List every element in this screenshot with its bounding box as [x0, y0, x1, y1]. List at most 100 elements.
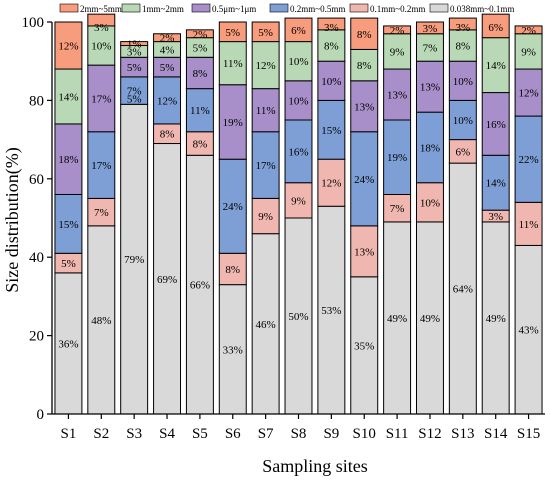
y-axis-title: Size distribution(%): [2, 147, 23, 292]
x-tick-label: S11: [386, 426, 409, 442]
segment-label: 3%: [94, 22, 109, 34]
legend-label: 0.038mm~0.1mm: [450, 4, 514, 14]
bar-segment: [383, 221, 412, 415]
bar-segment: [185, 154, 214, 415]
segment-label: 8%: [225, 264, 240, 276]
x-tick-label: S15: [517, 426, 540, 442]
segment-label: 7%: [94, 207, 109, 219]
bar-segment: [383, 119, 412, 195]
bar-segment: [514, 25, 543, 35]
segment-label: 24%: [354, 174, 374, 186]
bar-segment: [383, 25, 412, 35]
segment-label: 5%: [258, 27, 273, 39]
bar-segment: [317, 158, 346, 207]
bar-segment: [284, 119, 313, 184]
segment-label: 13%: [354, 101, 374, 113]
segment-label: 10%: [91, 41, 111, 53]
segment-label: 50%: [288, 311, 308, 323]
segment-label: 3%: [324, 22, 339, 34]
segment-label: 1%: [127, 39, 142, 51]
segment-labels-group: 36%5%15%18%14%12%48%7%17%17%10%3%79%5%7%…: [58, 22, 538, 356]
bar-segment: [317, 29, 346, 62]
segment-label: 13%: [354, 246, 374, 258]
bar-segment: [185, 29, 214, 39]
segment-label: 49%: [387, 313, 407, 325]
segment-label: 2%: [521, 25, 536, 37]
legend-swatch: [121, 3, 141, 13]
segment-label: 3%: [488, 211, 503, 223]
bar-segment: [54, 123, 83, 195]
bar-segment: [481, 221, 510, 415]
segment-label: 5%: [61, 258, 76, 270]
bar-segment: [87, 197, 116, 227]
bar-segment: [415, 21, 444, 35]
bar-segment: [54, 21, 83, 70]
segment-label: 18%: [420, 142, 440, 154]
segment-label: 36%: [58, 338, 78, 350]
segment-label: 7%: [390, 203, 405, 215]
bar-segment: [514, 115, 543, 203]
bar-segment: [185, 56, 214, 90]
segment-label: 14%: [58, 91, 78, 103]
y-tick-label: 80: [29, 93, 44, 109]
bar-segment: [317, 205, 346, 415]
bar-segment: [54, 272, 83, 415]
segment-label: 8%: [357, 60, 372, 72]
x-tick-label: S4: [159, 426, 175, 442]
segment-label: 10%: [288, 95, 308, 107]
legend-label: 1mm~2mm: [142, 4, 184, 14]
segment-label: 5%: [127, 93, 142, 105]
segment-label: 46%: [256, 319, 276, 331]
legend-label: 0.2mm~0.5mm: [290, 4, 345, 14]
segment-label: 16%: [288, 146, 308, 158]
segment-label: 12%: [256, 60, 276, 72]
x-tick-label: S3: [126, 426, 142, 442]
segment-label: 5%: [127, 62, 142, 74]
segment-label: 19%: [223, 117, 243, 129]
segment-label: 2%: [193, 29, 208, 41]
segment-label: 17%: [91, 93, 111, 105]
segment-label: 15%: [58, 219, 78, 231]
x-tick-label: S14: [484, 426, 508, 442]
segment-label: 14%: [486, 60, 506, 72]
legend-swatch: [349, 3, 369, 13]
bar-segment: [87, 13, 116, 27]
legend-label: 0.5μm~1μm: [212, 4, 256, 14]
x-tick-label: S12: [418, 426, 441, 442]
segment-label: 5%: [225, 27, 240, 39]
bar-segment: [153, 33, 182, 43]
bar-segment: [383, 68, 412, 121]
segment-label: 8%: [193, 139, 208, 151]
segment-label: 69%: [157, 274, 177, 286]
segment-label: 2%: [160, 33, 175, 45]
x-tick-label: S2: [93, 426, 109, 442]
segment-label: 3%: [423, 23, 438, 35]
bar-segment: [514, 68, 543, 117]
x-tick-label: S9: [323, 426, 339, 442]
x-tick-label: S5: [192, 426, 208, 442]
bar-segment: [218, 84, 247, 160]
bar-segment: [218, 41, 247, 86]
bar-segment: [350, 225, 379, 278]
segment-label: 12%: [157, 95, 177, 107]
bar-segment: [120, 41, 149, 47]
segment-label: 6%: [455, 146, 470, 158]
bar-segment: [153, 143, 182, 415]
bar-segment: [54, 68, 83, 125]
y-tick-label: 100: [22, 15, 45, 31]
segment-label: 11%: [256, 105, 276, 117]
segment-label: 10%: [321, 76, 341, 88]
y-tick-label: 40: [29, 250, 44, 266]
segment-label: 13%: [387, 90, 407, 102]
segment-label: 6%: [291, 25, 306, 37]
segment-label: 10%: [453, 76, 473, 88]
bar-segment: [350, 48, 379, 82]
bar-segment: [383, 193, 412, 223]
bar-segment: [514, 244, 543, 415]
bar-segment: [514, 201, 543, 246]
x-tick-label: S1: [61, 426, 77, 442]
segment-label: 43%: [518, 325, 538, 337]
bars-group: [54, 13, 543, 415]
segment-label: 11%: [519, 219, 539, 231]
y-tick-label: 0: [37, 407, 45, 423]
